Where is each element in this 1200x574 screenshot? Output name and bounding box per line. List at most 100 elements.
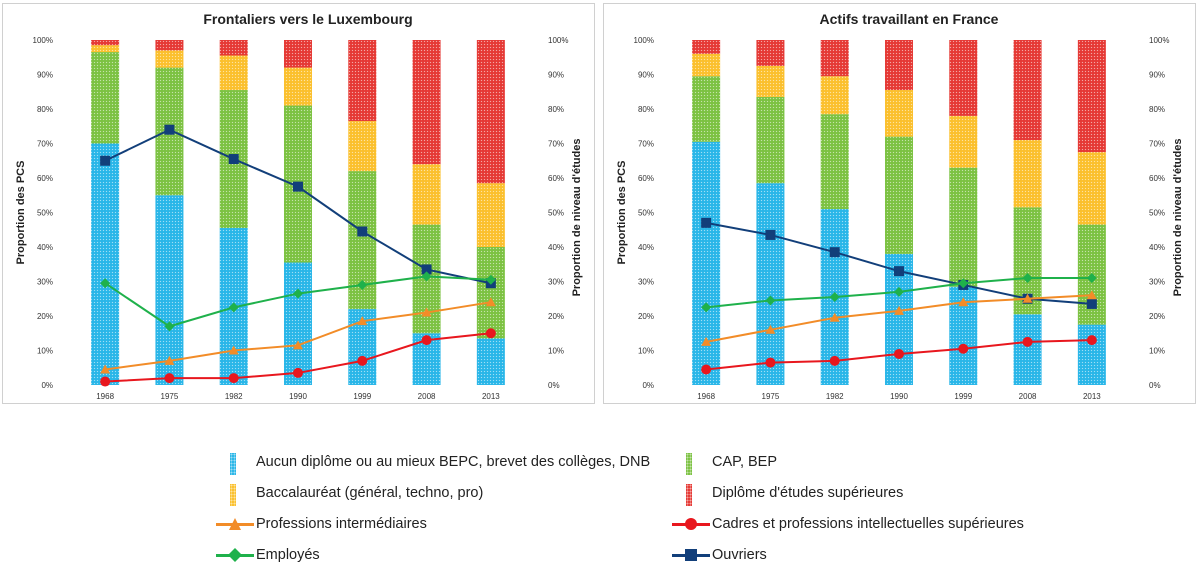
bar-segment-sup — [219, 40, 248, 56]
y-tick-label: 70% — [37, 140, 53, 149]
bar-segment-sup — [756, 40, 785, 66]
point-employes — [228, 302, 239, 313]
point-cadres — [164, 373, 175, 384]
y2-tick-label: 100% — [1149, 36, 1169, 45]
legend-swatch-cap — [686, 453, 692, 475]
y2-tick-label: 10% — [1149, 347, 1165, 356]
y2-tick-label: 40% — [1149, 243, 1165, 252]
x-tick-label: 1982 — [225, 392, 243, 401]
legend-label-ouvriers: Ouvriers — [712, 547, 767, 563]
y-tick-label: 70% — [638, 140, 654, 149]
y-tick-label: 100% — [634, 36, 654, 45]
bar-segment-bac — [1013, 140, 1042, 208]
y-tick-label: 20% — [638, 312, 654, 321]
point-prof_inter — [1022, 293, 1033, 303]
chart-title: Actifs travaillant en France — [820, 11, 999, 27]
bar-segment-sup — [91, 40, 120, 46]
bar-segment-cap — [692, 76, 721, 142]
legend-swatch-bac — [230, 484, 236, 506]
point-cadres — [357, 355, 368, 366]
bar-segment-bac — [284, 67, 312, 106]
point-prof_inter — [765, 324, 776, 334]
point-employes — [293, 288, 303, 299]
bar-segment-sup — [412, 40, 441, 165]
chart-title: Frontaliers vers le Luxembourg — [203, 11, 412, 27]
legend-circle-marker — [685, 518, 697, 530]
legend-line-ouvriers — [672, 554, 710, 557]
bar-segment-sup — [1013, 40, 1042, 141]
bar-segment-sup — [885, 40, 913, 91]
y2-tick-label: 90% — [1149, 71, 1165, 80]
y-tick-label: 40% — [37, 243, 53, 252]
point-employes — [1086, 273, 1097, 284]
bar-segment-sup — [1077, 40, 1106, 153]
legend-square-marker — [685, 549, 697, 561]
point-employes — [1022, 273, 1033, 284]
bar-segment-aucun — [476, 338, 505, 385]
point-ouvriers — [701, 217, 712, 228]
bar-segment-bac — [476, 183, 505, 247]
point-prof_inter — [829, 312, 840, 322]
y-tick-label: 50% — [638, 209, 654, 218]
y-tick-label: 50% — [37, 209, 53, 218]
bar-segment-bac — [412, 164, 441, 225]
bar-segment-cap — [820, 114, 849, 210]
y-axis-label: Proportion des PCS — [15, 161, 27, 265]
bar-segment-sup — [476, 40, 505, 184]
y2-tick-label: 60% — [548, 174, 564, 183]
point-cadres — [228, 373, 239, 384]
x-tick-label: 1990 — [890, 392, 908, 401]
point-prof_inter — [164, 355, 175, 365]
point-ouvriers — [829, 247, 840, 258]
y2-tick-label: 80% — [548, 105, 564, 114]
bar-segment-cap — [476, 247, 505, 339]
y2-tick-label: 40% — [548, 243, 564, 252]
y2-axis-label: Proportion de niveau d'études — [571, 139, 583, 297]
y2-tick-label: 90% — [548, 71, 564, 80]
y2-tick-label: 20% — [548, 312, 564, 321]
legend-triangle-marker — [229, 518, 241, 530]
bar-segment-sup — [348, 40, 377, 122]
bar-segment-sup — [155, 40, 184, 51]
y-tick-label: 30% — [37, 278, 53, 287]
point-ouvriers — [765, 229, 776, 240]
legend-label-aucun: Aucun diplôme ou au mieux BEPC, brevet d… — [256, 454, 651, 470]
point-ouvriers — [164, 124, 175, 135]
x-tick-label: 1975 — [161, 392, 179, 401]
point-employes — [164, 321, 175, 332]
bar-segment-bac — [692, 53, 721, 77]
y-tick-label: 30% — [638, 278, 654, 287]
y2-tick-label: 0% — [1149, 381, 1161, 390]
point-prof_inter — [485, 297, 496, 307]
bar-segment-aucun — [692, 141, 721, 385]
x-tick-label: 1975 — [762, 392, 780, 401]
y2-tick-label: 80% — [1149, 105, 1165, 114]
point-prof_inter — [1086, 290, 1097, 300]
y-tick-label: 10% — [638, 347, 654, 356]
point-ouvriers — [357, 226, 368, 237]
point-cadres — [829, 355, 840, 366]
point-employes — [701, 302, 712, 313]
point-cadres — [1022, 336, 1033, 347]
x-tick-label: 1968 — [697, 392, 715, 401]
point-employes — [485, 274, 496, 285]
y2-tick-label: 20% — [1149, 312, 1165, 321]
point-prof_inter — [701, 336, 712, 346]
legend-swatch-sup — [686, 484, 692, 506]
point-ouvriers — [293, 181, 303, 192]
x-tick-label: 1999 — [954, 392, 972, 401]
chart-panel-luxembourg: Frontaliers vers le Luxembourg Proportion… — [2, 3, 595, 404]
y-axis-label: Proportion des PCS — [616, 161, 628, 265]
point-ouvriers — [100, 155, 111, 166]
y2-tick-label: 0% — [548, 381, 560, 390]
legend-diamond-marker — [228, 548, 242, 562]
x-tick-label: 1990 — [289, 392, 307, 401]
legend-label-cap: CAP, BEP — [712, 454, 778, 470]
bar-segment-cap — [91, 52, 120, 144]
chart-panel-france: Actifs travaillant en France Proportion d… — [603, 3, 1196, 404]
bar-segment-sup — [820, 40, 849, 77]
point-employes — [765, 295, 776, 306]
point-cadres — [894, 348, 904, 359]
y-tick-label: 60% — [638, 174, 654, 183]
y-tick-label: 10% — [37, 347, 53, 356]
